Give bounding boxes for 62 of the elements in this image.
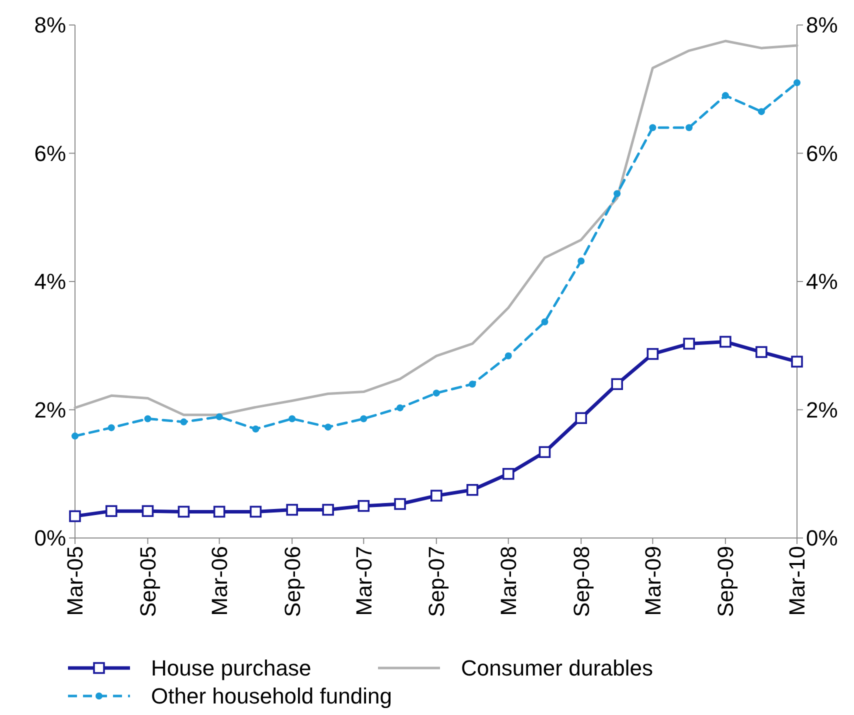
- point: [286, 504, 298, 516]
- legend-label: Consumer durables: [461, 656, 653, 681]
- point: [578, 257, 585, 264]
- y-tick-label: 4%: [34, 269, 66, 294]
- point: [213, 506, 226, 518]
- point: [394, 498, 406, 510]
- point: [541, 318, 548, 326]
- legend-label: House purchase: [151, 656, 312, 681]
- x-tick-label: Mar-07: [351, 546, 376, 616]
- point: [758, 108, 765, 116]
- point: [324, 424, 332, 431]
- point: [722, 92, 729, 100]
- point: [216, 413, 223, 420]
- point: [756, 346, 768, 358]
- x-tick-label: Sep-07: [424, 546, 450, 617]
- point: [144, 415, 152, 422]
- x-tick-label: Mar-06: [207, 546, 232, 616]
- y-tick-label: 2%: [34, 397, 66, 422]
- point: [69, 510, 81, 522]
- point: [432, 390, 440, 397]
- point: [468, 380, 476, 388]
- point: [502, 468, 514, 480]
- x-tick-label: Sep-09: [713, 546, 738, 617]
- point: [538, 446, 551, 458]
- point: [466, 484, 478, 496]
- point: [720, 336, 732, 348]
- point: [180, 418, 188, 426]
- x-tick-label: Sep-05: [135, 546, 160, 617]
- point: [108, 424, 115, 432]
- x-tick-label: Sep-06: [280, 546, 305, 617]
- point: [611, 378, 623, 390]
- point: [614, 190, 621, 198]
- y-tick-label: 8%: [34, 12, 66, 38]
- legend-label: Other household funding: [151, 684, 392, 709]
- point: [360, 415, 368, 422]
- point: [288, 415, 296, 422]
- point: [142, 505, 154, 517]
- point: [504, 352, 512, 360]
- y2-tick-label: 4%: [806, 269, 838, 294]
- y2-tick-label: 6%: [806, 140, 838, 166]
- point: [791, 356, 803, 368]
- point: [396, 404, 404, 412]
- y2-tick-label: 8%: [806, 12, 838, 38]
- point: [358, 500, 370, 512]
- x-tick-label: Mar-08: [496, 546, 522, 616]
- point: [178, 506, 190, 518]
- point: [250, 506, 262, 518]
- point: [686, 124, 693, 132]
- point: [646, 348, 659, 360]
- y-tick-label: 6%: [34, 140, 66, 166]
- point: [649, 124, 656, 132]
- point: [322, 504, 334, 516]
- point: [683, 338, 695, 350]
- x-tick-label: Sep-08: [568, 546, 594, 617]
- y2-tick-label: 2%: [806, 397, 838, 422]
- point: [575, 412, 588, 424]
- point: [430, 490, 442, 502]
- point: [105, 505, 118, 517]
- point: [72, 432, 78, 440]
- x-tick-label: Mar-09: [640, 546, 666, 616]
- point: [252, 425, 260, 432]
- point: [794, 79, 800, 86]
